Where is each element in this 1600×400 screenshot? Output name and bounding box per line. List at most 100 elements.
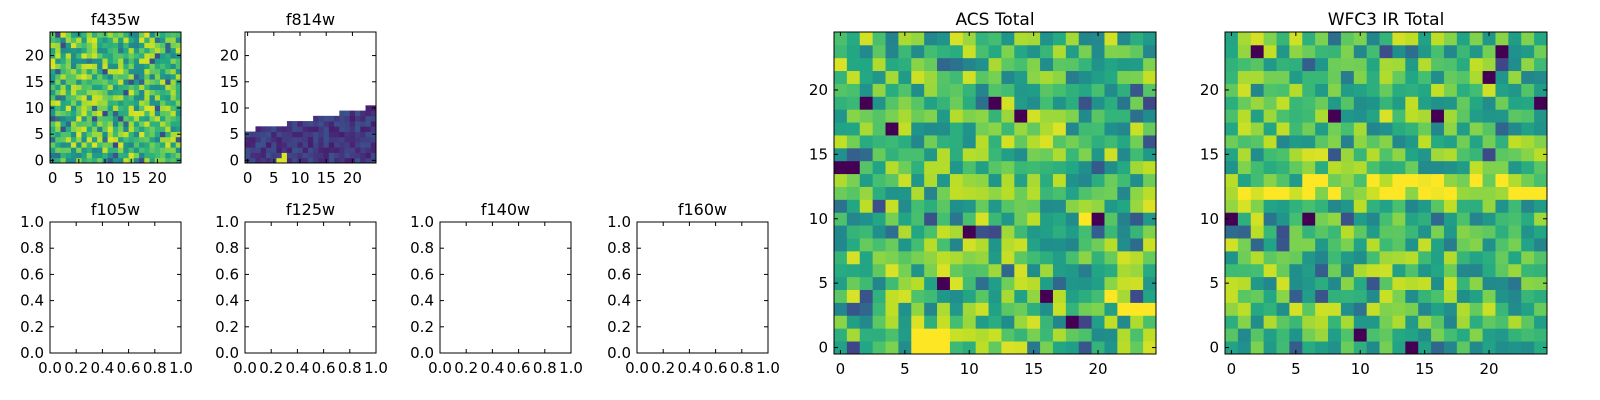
heatmap-cell — [1040, 199, 1054, 213]
heatmap-cell — [1521, 70, 1535, 84]
heatmap-cell — [859, 44, 874, 59]
heatmap-cell — [962, 315, 977, 329]
heatmap-cell — [370, 142, 377, 148]
heatmap-cell — [1276, 44, 1290, 59]
heatmap-cell — [859, 250, 874, 265]
heatmap-cell — [1130, 186, 1144, 200]
heatmap-cell — [76, 47, 82, 54]
heatmap-cell — [1482, 57, 1496, 72]
heatmap-cell — [1078, 225, 1092, 239]
heatmap-cell — [1302, 263, 1316, 278]
heatmap-cell — [1040, 70, 1054, 84]
heatmap-cell — [1353, 225, 1368, 239]
heatmap-cell — [245, 147, 251, 153]
heatmap-cell — [1340, 32, 1355, 46]
heatmap-cell — [1289, 96, 1303, 110]
heatmap-cell — [1117, 186, 1131, 200]
heatmap-cell — [1302, 186, 1316, 200]
heatmap-cell — [1456, 57, 1471, 72]
heatmap-cell — [1130, 250, 1144, 265]
heatmap-cell — [885, 238, 899, 252]
heatmap-cell — [160, 73, 166, 80]
heatmap-cell — [1225, 173, 1239, 187]
heatmap-cell — [170, 73, 177, 80]
heatmap-cell — [1014, 289, 1028, 303]
heatmap-cell — [1250, 96, 1265, 110]
heatmap-cell — [60, 131, 67, 138]
heatmap-cell — [1353, 289, 1368, 303]
heatmap-cell — [1302, 122, 1316, 136]
heatmap-cell — [1508, 44, 1522, 59]
heatmap-cell — [1052, 186, 1067, 200]
heatmap-cell — [988, 122, 1002, 136]
heatmap-cell — [1001, 199, 1015, 213]
heatmap-cell — [949, 122, 964, 136]
heatmap-cell — [1456, 70, 1471, 84]
heatmap-cell — [937, 199, 951, 213]
heatmap-cell — [1456, 44, 1471, 59]
heatmap-cell — [846, 160, 861, 175]
heatmap-cell — [1405, 122, 1419, 136]
heatmap-cell — [1534, 122, 1548, 136]
heatmap-cell — [1014, 122, 1028, 136]
heatmap-cell — [1315, 160, 1329, 175]
heatmap-cell — [1263, 96, 1277, 110]
heatmap-cell — [924, 276, 938, 290]
heatmap-cell — [1328, 276, 1342, 290]
heatmap-cell — [1508, 238, 1522, 252]
heatmap-cell — [355, 136, 361, 143]
heatmap-cell — [1263, 315, 1277, 329]
heatmap-cell — [872, 289, 886, 303]
heatmap-cell — [898, 238, 912, 252]
heatmap-cell — [1014, 32, 1028, 46]
heatmap-cell — [1052, 160, 1067, 175]
heatmap-cell — [1276, 328, 1290, 342]
heatmap-cell — [1353, 341, 1368, 355]
heatmap-cell — [1027, 289, 1041, 303]
heatmap-cell — [1117, 250, 1131, 265]
heatmap-cell — [1289, 212, 1303, 226]
heatmap-cell — [885, 44, 899, 59]
heatmap-cell — [1508, 341, 1522, 355]
heatmap-cell — [118, 73, 124, 80]
heatmap-cell — [1469, 122, 1483, 136]
heatmap-cell — [154, 89, 161, 96]
heatmap-cell — [1040, 250, 1054, 265]
heatmap-cell — [1250, 250, 1265, 265]
heatmap-cell — [1130, 44, 1144, 59]
heatmap-cell — [1392, 238, 1406, 252]
heatmap-cell — [1027, 328, 1041, 342]
heatmap-cell — [344, 131, 351, 138]
heatmap-cell — [1431, 135, 1445, 149]
heatmap-cell — [65, 32, 72, 38]
heatmap-cell — [1379, 109, 1393, 123]
heatmap-cell — [911, 302, 925, 316]
heatmap-cell — [91, 42, 98, 49]
heatmap-cell — [265, 157, 272, 164]
heatmap-cell — [1418, 302, 1432, 316]
heatmap-cell — [1482, 302, 1496, 316]
heatmap-cell — [1392, 186, 1406, 200]
heatmap-cell — [107, 126, 114, 132]
heatmap-cell — [170, 142, 177, 148]
heatmap-cell — [360, 147, 366, 153]
y-tick-label: 10 — [1200, 210, 1219, 228]
heatmap-cell — [962, 83, 977, 97]
heatmap-cell — [149, 121, 156, 127]
heatmap-cell — [1091, 32, 1105, 46]
heatmap-cell — [128, 94, 135, 101]
heatmap-cell — [1027, 225, 1041, 239]
heatmap-cell — [1495, 238, 1509, 252]
heatmap-cell — [1469, 44, 1483, 59]
heatmap-cell — [302, 152, 309, 159]
heatmap-cell — [949, 225, 964, 239]
heatmap-cell — [1379, 135, 1393, 149]
x-tick-label: 1.0 — [364, 359, 388, 377]
heatmap-cell — [937, 57, 951, 72]
heatmap-cell — [1065, 135, 1080, 149]
heatmap-cell — [1534, 83, 1548, 97]
heatmap-cell — [1237, 328, 1252, 342]
heatmap-cell — [60, 47, 67, 54]
heatmap-cell — [1405, 135, 1419, 149]
heatmap-cell — [949, 289, 964, 303]
